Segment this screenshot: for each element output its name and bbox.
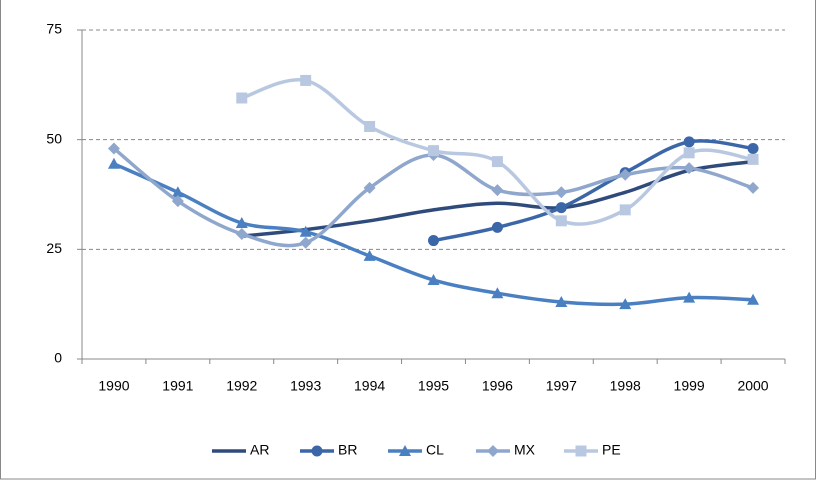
y-tick-label: 0: [54, 350, 62, 366]
legend-label: BR: [338, 442, 357, 458]
data-point: [107, 157, 120, 169]
data-point: [427, 274, 440, 286]
x-tick-label: 1996: [482, 378, 513, 394]
data-point: [555, 202, 567, 214]
data-point: [683, 162, 696, 175]
y-tick-label: 75: [46, 21, 62, 37]
legend-label: MX: [514, 442, 536, 458]
series-line: [241, 159, 754, 238]
data-point: [428, 145, 439, 157]
data-point: [491, 184, 504, 197]
data-point: [171, 186, 184, 198]
data-point: [747, 153, 759, 165]
data-point: [299, 225, 312, 237]
data-point: [299, 236, 312, 249]
data-point: [107, 142, 120, 155]
legend-label: CL: [426, 442, 444, 458]
data-point: [491, 287, 504, 299]
legend-marker: [575, 445, 587, 457]
legend-marker: [399, 445, 411, 456]
data-point: [235, 227, 248, 240]
data-point: [683, 136, 695, 148]
data-point: [235, 217, 248, 229]
x-tick-label: 1994: [354, 378, 385, 394]
data-point: [171, 195, 184, 208]
data-point: [363, 249, 376, 261]
legend-marker: [311, 445, 323, 457]
data-point: [747, 293, 760, 305]
legend-label: PE: [602, 442, 621, 458]
data-point: [555, 215, 567, 227]
y-tick-label: 50: [46, 130, 62, 146]
legend-label: AR: [250, 442, 269, 458]
x-tick-label: 1999: [674, 378, 705, 394]
x-tick-label: 1991: [162, 378, 193, 394]
legend-marker: [487, 445, 499, 457]
data-point: [747, 142, 759, 154]
x-tick-label: 1993: [290, 378, 321, 394]
data-point: [491, 221, 503, 233]
data-point: [555, 186, 568, 199]
x-tick-label: 1997: [546, 378, 577, 394]
series-line: [433, 139, 754, 243]
data-point: [364, 121, 376, 133]
data-point: [619, 298, 632, 310]
x-tick-label: 1998: [610, 378, 641, 394]
data-point: [619, 204, 631, 216]
x-tick-label: 2000: [737, 378, 768, 394]
data-point: [363, 181, 376, 194]
data-point: [491, 156, 503, 168]
data-point: [555, 295, 568, 307]
y-tick-label: 25: [46, 240, 62, 256]
data-point: [300, 74, 312, 86]
data-point: [747, 181, 760, 194]
data-point: [428, 235, 439, 247]
x-tick-label: 1990: [98, 378, 129, 394]
x-tick-label: 1995: [418, 378, 449, 394]
data-point: [683, 147, 695, 159]
data-point: [619, 168, 632, 181]
x-tick-label: 1992: [226, 378, 257, 394]
data-point: [683, 291, 696, 303]
data-point: [236, 92, 248, 104]
